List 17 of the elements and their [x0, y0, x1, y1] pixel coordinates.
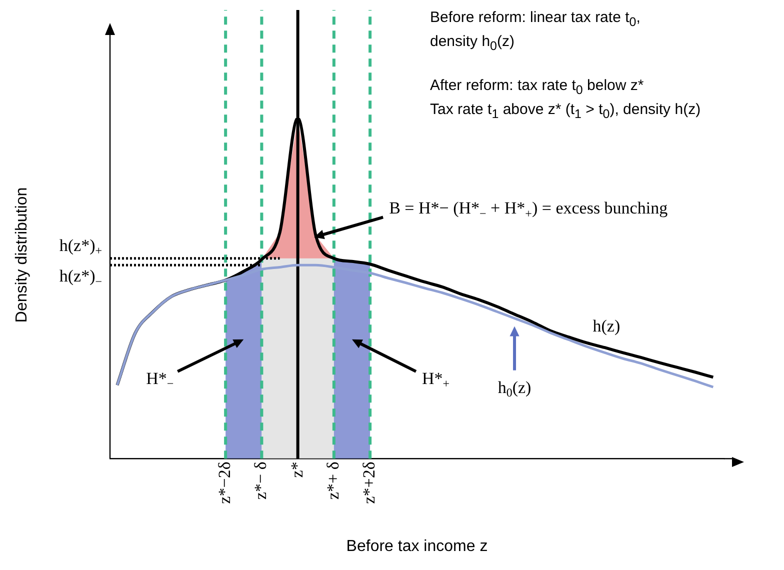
text: Before reform: linear tax rate t$_{0}$, [430, 8, 642, 31]
annotation: H*− [146, 368, 174, 391]
series-label: h(z) [592, 316, 620, 336]
x-tick-label: z*− δ [251, 462, 270, 500]
annotation: Tax rate t$_{1}$ above z* (t$_{1}$ > t$_{0}$), density h(z) [430, 100, 701, 123]
text: After reform: tax rate t$_{0}$ below z* [430, 76, 645, 99]
x-axis-title: Before tax income z [346, 538, 488, 555]
x-tick-label: z*−2δ [215, 462, 234, 504]
annotation: H*+ [422, 368, 450, 391]
annotation: B = H*− (H*− + H*+) = excess bunching [389, 198, 668, 220]
y-axis-title: Density distribution [13, 187, 30, 323]
x-tick-label: z*+ δ [323, 462, 342, 500]
ref-line-label: h(z*)+ [59, 236, 102, 258]
text: density h$_{0}$(z) [430, 32, 516, 55]
ref-line-label: h(z*)− [59, 266, 102, 288]
x-tick-label: z*+2δ [360, 462, 379, 504]
x-tick-label: z* [287, 462, 306, 478]
